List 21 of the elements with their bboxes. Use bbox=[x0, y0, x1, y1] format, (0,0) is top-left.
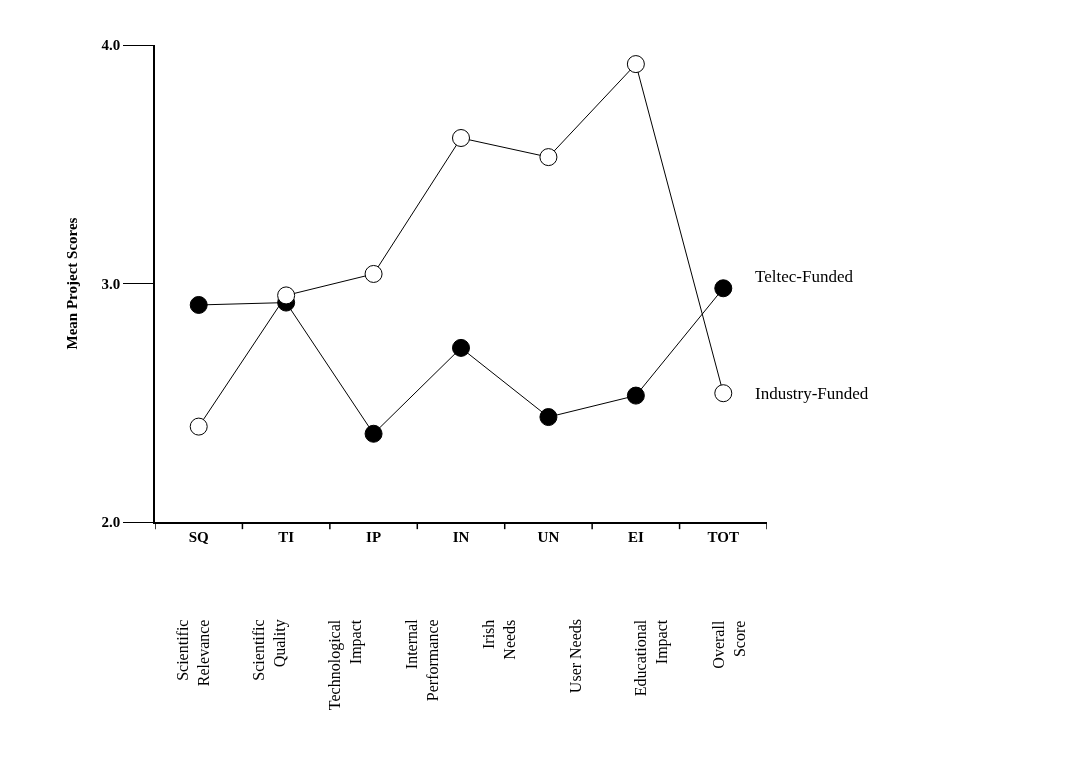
text: Irish Needs bbox=[479, 619, 518, 660]
x-tick-label: TI bbox=[278, 528, 295, 545]
series-label: Teltec-Funded bbox=[755, 267, 854, 286]
y-tick-label: 2.0 bbox=[101, 514, 121, 531]
x-tick-label: UN bbox=[537, 528, 560, 545]
x-tick-label: IP bbox=[366, 528, 382, 545]
y-axis-title: Mean Project Scores bbox=[64, 217, 81, 350]
text: Educational Impact bbox=[632, 619, 672, 697]
x-tick-label: SQ bbox=[188, 528, 210, 545]
x-tick-label: IN bbox=[452, 528, 470, 545]
text: Overall Score bbox=[709, 620, 748, 669]
y-tick-label: 3.0 bbox=[101, 275, 121, 292]
text: Internal Performance bbox=[403, 618, 442, 702]
text: Technological Impact bbox=[326, 619, 366, 711]
x-tick-label: EI bbox=[627, 528, 644, 545]
text: User Needs bbox=[567, 618, 585, 694]
x-tick-label: TOT bbox=[707, 528, 739, 545]
series-label: Industry-Funded bbox=[755, 384, 869, 403]
text: Scientific Quality bbox=[249, 619, 289, 681]
text: Scientific Relevance bbox=[174, 619, 213, 687]
y-tick-label: 4.0 bbox=[101, 37, 121, 54]
